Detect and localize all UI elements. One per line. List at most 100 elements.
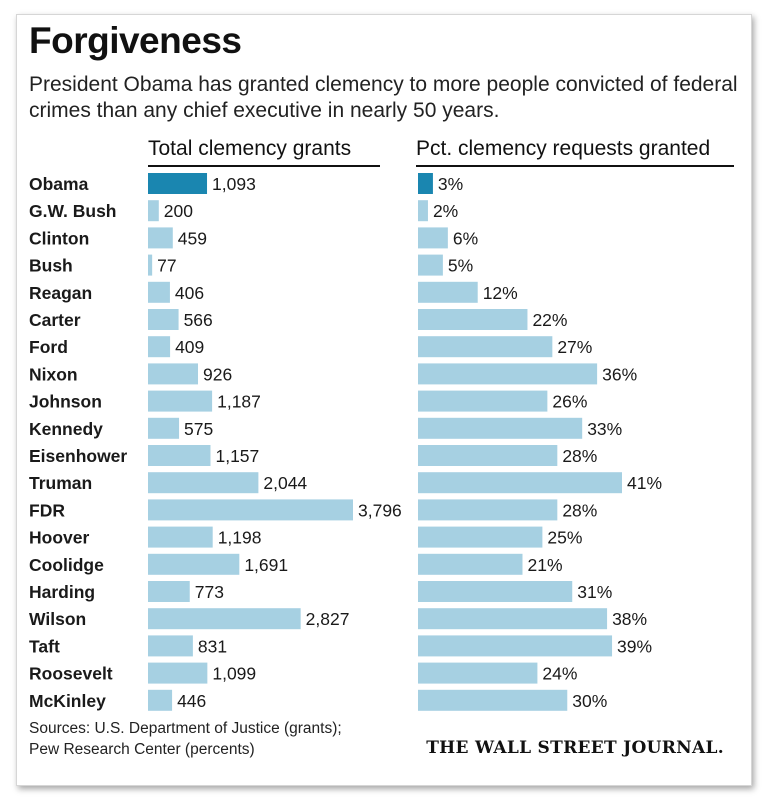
percent-value-label-truman: 41%	[627, 473, 662, 493]
percent-bar-roosevelt	[418, 662, 538, 684]
category-label-coolidge: Coolidge	[29, 555, 104, 575]
category-label-g-w-bush: G.W. Bush	[29, 201, 117, 221]
percent-bar-reagan	[418, 281, 478, 303]
grants-value-label-fdr: 3,796	[358, 500, 402, 520]
chart-frame	[16, 14, 752, 786]
category-label-fdr: FDR	[29, 500, 65, 520]
chart-subtitle: President Obama has granted clemency to …	[29, 73, 738, 122]
grants-bar-harding	[148, 581, 190, 602]
percent-header-rule	[416, 165, 734, 167]
percent-bar-truman	[418, 472, 622, 494]
grants-value-label-truman: 2,044	[263, 473, 307, 493]
percent-bar-kennedy	[418, 417, 583, 439]
percent-bar-carter	[418, 309, 528, 330]
percent-bar-mckinley	[418, 689, 568, 711]
percent-bar-g-w-bush	[418, 200, 428, 222]
category-label-hoover: Hoover	[29, 528, 89, 548]
category-label-clinton: Clinton	[29, 228, 89, 248]
percent-value-label-harding: 31%	[577, 582, 612, 602]
grants-value-label-kennedy: 575	[184, 419, 213, 439]
grants-value-label-nixon: 926	[203, 364, 232, 384]
grants-value-label-reagan: 406	[175, 283, 204, 303]
percent-value-label-taft: 39%	[617, 636, 652, 656]
sources-note: Sources: U.S. Department of Justice (gra…	[29, 718, 342, 760]
grants-value-label-obama: 1,093	[212, 174, 256, 194]
grants-value-label-g-w-bush: 200	[164, 201, 193, 221]
grants-bar-ford	[148, 336, 171, 358]
percent-bar-clinton	[418, 227, 448, 249]
percent-bar-eisenhower	[418, 445, 558, 466]
percent-value-label-coolidge: 21%	[527, 555, 562, 575]
percent-bar-taft	[418, 635, 613, 657]
grants-value-label-clinton: 459	[178, 228, 207, 248]
grants-value-label-wilson: 2,827	[306, 609, 350, 629]
percent-value-label-mckinley: 30%	[572, 691, 607, 711]
grants-bar-johnson	[148, 390, 213, 412]
grants-bar-wilson	[148, 608, 301, 630]
category-label-nixon: Nixon	[29, 364, 78, 384]
sources-line-2: Pew Research Center (percents)	[29, 741, 255, 758]
grants-bar-kennedy	[148, 417, 180, 439]
grants-column-header: Total clemency grants	[148, 137, 352, 160]
grants-value-label-coolidge: 1,691	[244, 555, 288, 575]
percent-column-header: Pct. clemency requests granted	[416, 137, 711, 160]
category-label-reagan: Reagan	[29, 283, 92, 303]
percent-bar-coolidge	[418, 553, 523, 575]
category-label-mckinley: McKinley	[29, 691, 106, 711]
category-label-eisenhower: Eisenhower	[29, 446, 127, 466]
percent-bar-harding	[418, 581, 573, 602]
grants-bar-eisenhower	[148, 445, 211, 466]
category-label-wilson: Wilson	[29, 609, 86, 629]
percent-bar-hoover	[418, 526, 543, 548]
grants-bar-clinton	[148, 227, 173, 249]
percent-value-label-reagan: 12%	[483, 283, 518, 303]
category-label-roosevelt: Roosevelt	[29, 664, 113, 684]
percent-value-label-fdr: 28%	[562, 500, 597, 520]
percent-bar-wilson	[418, 608, 608, 630]
category-label-kennedy: Kennedy	[29, 419, 103, 439]
percent-value-label-eisenhower: 28%	[562, 446, 597, 466]
percent-bar-johnson	[418, 390, 548, 412]
wsj-masthead: THE WALL STREET JOURNAL.	[426, 738, 724, 758]
grants-bar-coolidge	[148, 553, 240, 575]
grants-value-label-hoover: 1,198	[218, 528, 262, 548]
grants-bar-truman	[148, 472, 259, 494]
grants-value-label-mckinley: 446	[177, 691, 206, 711]
category-label-harding: Harding	[29, 582, 95, 602]
grants-bar-hoover	[148, 526, 213, 548]
category-label-truman: Truman	[29, 473, 92, 493]
sources-line-1: Sources: U.S. Department of Justice (gra…	[29, 720, 342, 737]
percent-bar-nixon	[418, 363, 598, 385]
grants-value-label-eisenhower: 1,157	[215, 446, 259, 466]
percent-value-label-kennedy: 33%	[587, 419, 622, 439]
percent-value-label-johnson: 26%	[552, 392, 587, 412]
percent-value-label-g-w-bush: 2%	[433, 201, 458, 221]
percent-value-label-carter: 22%	[532, 310, 567, 330]
percent-bar-fdr	[418, 499, 558, 521]
grants-header-rule	[148, 165, 380, 167]
percent-value-label-clinton: 6%	[453, 228, 478, 248]
grants-bar-mckinley	[148, 689, 173, 711]
percent-bar-ford	[418, 336, 553, 358]
grants-bar-reagan	[148, 281, 170, 303]
percent-value-label-wilson: 38%	[612, 609, 647, 629]
grants-value-label-carter: 566	[184, 310, 213, 330]
category-label-carter: Carter	[29, 310, 81, 330]
category-label-ford: Ford	[29, 337, 68, 357]
percent-value-label-hoover: 25%	[547, 528, 582, 548]
percent-value-label-nixon: 36%	[602, 364, 637, 384]
grants-value-label-ford: 409	[175, 337, 204, 357]
grants-value-label-harding: 773	[195, 582, 224, 602]
chart-title: Forgiveness	[29, 20, 242, 61]
grants-bar-fdr	[148, 499, 353, 521]
grants-bar-g-w-bush	[148, 200, 159, 222]
grants-value-label-roosevelt: 1,099	[212, 664, 256, 684]
category-label-taft: Taft	[29, 636, 60, 656]
grants-bar-roosevelt	[148, 662, 208, 684]
percent-bar-obama	[418, 173, 433, 194]
percent-value-label-bush: 5%	[448, 256, 473, 276]
percent-value-label-ford: 27%	[557, 337, 592, 357]
grants-bar-nixon	[148, 363, 199, 385]
grants-value-label-taft: 831	[198, 636, 227, 656]
